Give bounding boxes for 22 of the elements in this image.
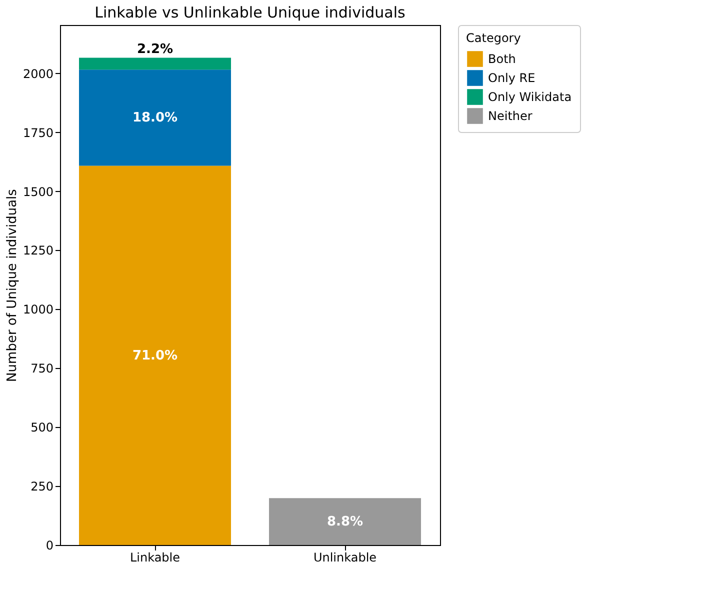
annotation: 71.0% [132, 348, 178, 364]
annotation: 8.8% [326, 514, 364, 530]
y-tick-label: 1500 [22, 184, 54, 199]
y-tick-label: 0 [46, 538, 54, 552]
y-tick-label: 250 [30, 480, 54, 494]
y-tick-label: 2000 [22, 66, 54, 81]
y-tick-label: 1250 [22, 244, 54, 258]
legend-label: Only RE [488, 71, 536, 85]
legend-label: Neither [488, 109, 532, 123]
legend-label: Both [488, 52, 516, 66]
legend-title: Category [466, 31, 521, 45]
x-tick-label: Unlinkable [313, 550, 377, 564]
y-axis-title: Number of Unique individuals [4, 188, 20, 382]
annotation: 18.0% [132, 110, 178, 126]
y-tick-label: 1000 [22, 302, 54, 317]
y-tick-label: 500 [30, 420, 54, 435]
legend-label: Only Wikidata [488, 90, 572, 104]
y-tick-label: 750 [30, 362, 54, 376]
chart-title: Linkable vs Unlinkable Unique individuals [94, 4, 406, 22]
x-tick-label: Linkable [130, 550, 180, 564]
y-tick-label: 1750 [22, 126, 54, 140]
annotation: 2.2% [136, 42, 174, 57]
